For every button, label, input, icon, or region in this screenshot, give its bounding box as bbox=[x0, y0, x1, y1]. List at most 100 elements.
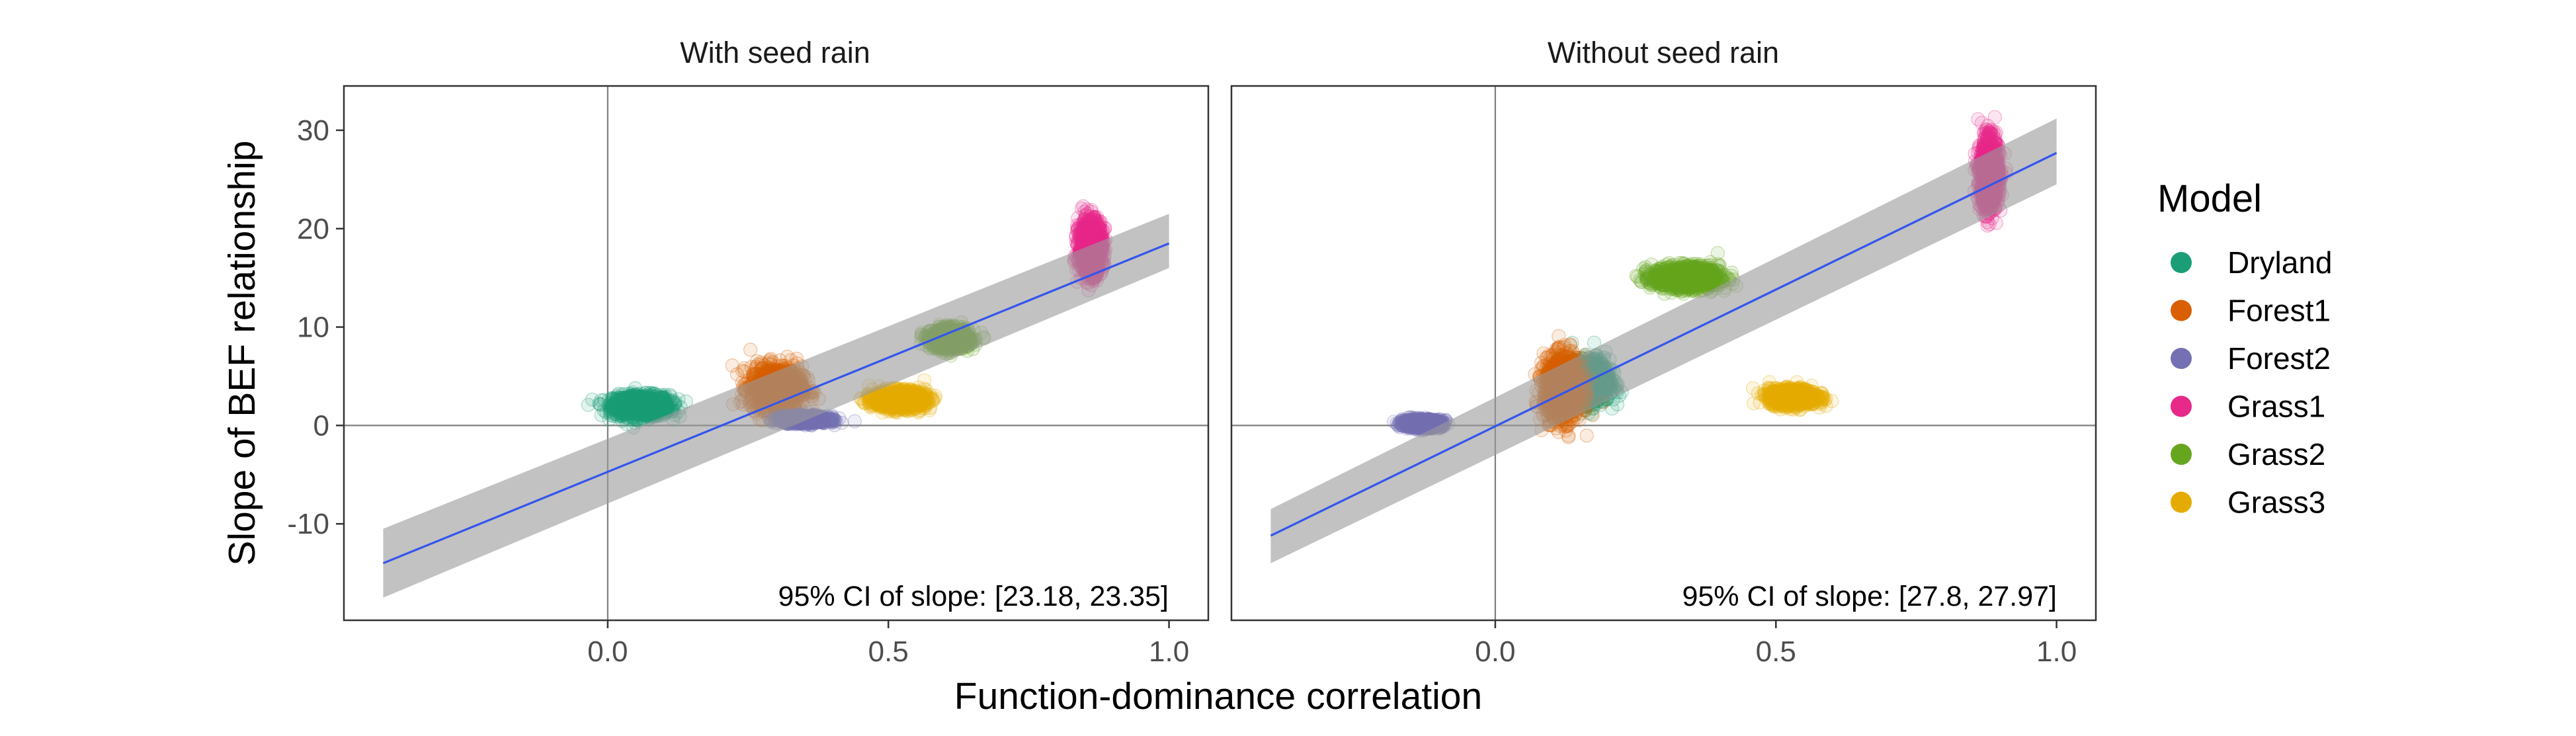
data-point bbox=[624, 392, 639, 407]
data-point bbox=[629, 409, 644, 423]
data-point bbox=[651, 396, 666, 411]
data-point bbox=[625, 397, 640, 412]
data-point bbox=[649, 394, 664, 409]
data-point bbox=[632, 401, 646, 416]
data-point bbox=[649, 393, 665, 408]
data-point bbox=[624, 397, 639, 411]
data-point bbox=[628, 405, 643, 420]
data-point bbox=[637, 397, 651, 412]
data-point bbox=[642, 392, 657, 407]
data-point bbox=[640, 397, 655, 411]
data-point bbox=[638, 394, 652, 409]
data-point bbox=[607, 407, 622, 421]
data-point bbox=[642, 397, 657, 412]
data-point bbox=[622, 404, 636, 419]
data-point bbox=[640, 395, 654, 409]
data-point bbox=[645, 386, 660, 401]
data-point bbox=[628, 406, 644, 421]
data-point bbox=[1071, 211, 1085, 225]
data-point bbox=[610, 396, 624, 411]
data-point bbox=[655, 390, 670, 405]
data-point bbox=[622, 401, 637, 417]
data-point bbox=[636, 401, 651, 415]
data-point bbox=[622, 401, 637, 416]
data-point bbox=[638, 394, 652, 409]
data-point bbox=[648, 397, 663, 412]
data-point bbox=[641, 403, 655, 418]
data-point bbox=[650, 395, 665, 410]
data-point bbox=[648, 395, 663, 410]
data-point bbox=[638, 397, 653, 412]
data-point bbox=[629, 392, 644, 407]
data-point bbox=[614, 403, 629, 418]
data-point bbox=[640, 399, 655, 414]
data-point bbox=[638, 393, 652, 408]
data-point bbox=[621, 405, 636, 420]
data-point bbox=[640, 399, 655, 414]
data-point bbox=[633, 399, 647, 413]
data-point bbox=[606, 401, 620, 415]
data-point bbox=[663, 389, 678, 404]
data-point bbox=[618, 405, 633, 420]
data-point bbox=[632, 401, 647, 416]
data-point bbox=[651, 400, 667, 415]
data-point bbox=[630, 397, 645, 412]
data-point bbox=[632, 399, 646, 413]
data-point bbox=[628, 396, 642, 411]
data-point bbox=[631, 393, 646, 407]
data-point bbox=[635, 391, 650, 405]
data-point bbox=[626, 400, 640, 415]
data-point bbox=[640, 405, 655, 419]
data-point bbox=[636, 389, 651, 404]
data-point bbox=[624, 388, 638, 403]
data-point bbox=[640, 393, 655, 407]
data-point bbox=[655, 390, 669, 405]
data-point bbox=[651, 399, 665, 414]
data-point bbox=[628, 389, 642, 404]
data-point bbox=[634, 399, 649, 414]
data-point bbox=[634, 398, 649, 413]
data-point bbox=[640, 401, 654, 415]
data-point bbox=[609, 393, 624, 408]
data-point bbox=[616, 399, 631, 415]
data-point bbox=[603, 403, 618, 418]
data-point bbox=[626, 395, 640, 410]
data-point bbox=[644, 397, 659, 411]
panel-title: With seed rain bbox=[680, 36, 870, 69]
data-point bbox=[638, 403, 653, 419]
data-point bbox=[635, 396, 649, 411]
data-point bbox=[610, 397, 624, 412]
data-point bbox=[632, 401, 647, 416]
data-point bbox=[610, 395, 626, 410]
data-point bbox=[631, 403, 645, 418]
data-point bbox=[644, 390, 658, 405]
data-point bbox=[618, 402, 633, 417]
data-point bbox=[606, 399, 620, 413]
data-point bbox=[649, 395, 664, 409]
data-point bbox=[636, 396, 651, 411]
data-point bbox=[644, 404, 659, 419]
data-point bbox=[636, 399, 650, 414]
data-point bbox=[636, 404, 651, 419]
data-point bbox=[655, 390, 670, 405]
data-point bbox=[620, 394, 635, 409]
data-point bbox=[646, 391, 661, 406]
data-point bbox=[622, 401, 637, 417]
data-point bbox=[593, 397, 608, 412]
data-point bbox=[643, 399, 657, 413]
data-point bbox=[634, 395, 648, 410]
data-point bbox=[635, 393, 650, 408]
data-point bbox=[650, 403, 665, 418]
data-point bbox=[645, 393, 660, 408]
data-point bbox=[743, 343, 758, 357]
data-point bbox=[626, 390, 641, 405]
data-point bbox=[616, 408, 631, 423]
data-point bbox=[634, 407, 649, 421]
data-point bbox=[619, 394, 634, 409]
data-point bbox=[617, 390, 632, 405]
data-point bbox=[661, 399, 675, 415]
data-point bbox=[630, 393, 644, 408]
data-point bbox=[633, 394, 647, 409]
data-point bbox=[604, 407, 618, 423]
